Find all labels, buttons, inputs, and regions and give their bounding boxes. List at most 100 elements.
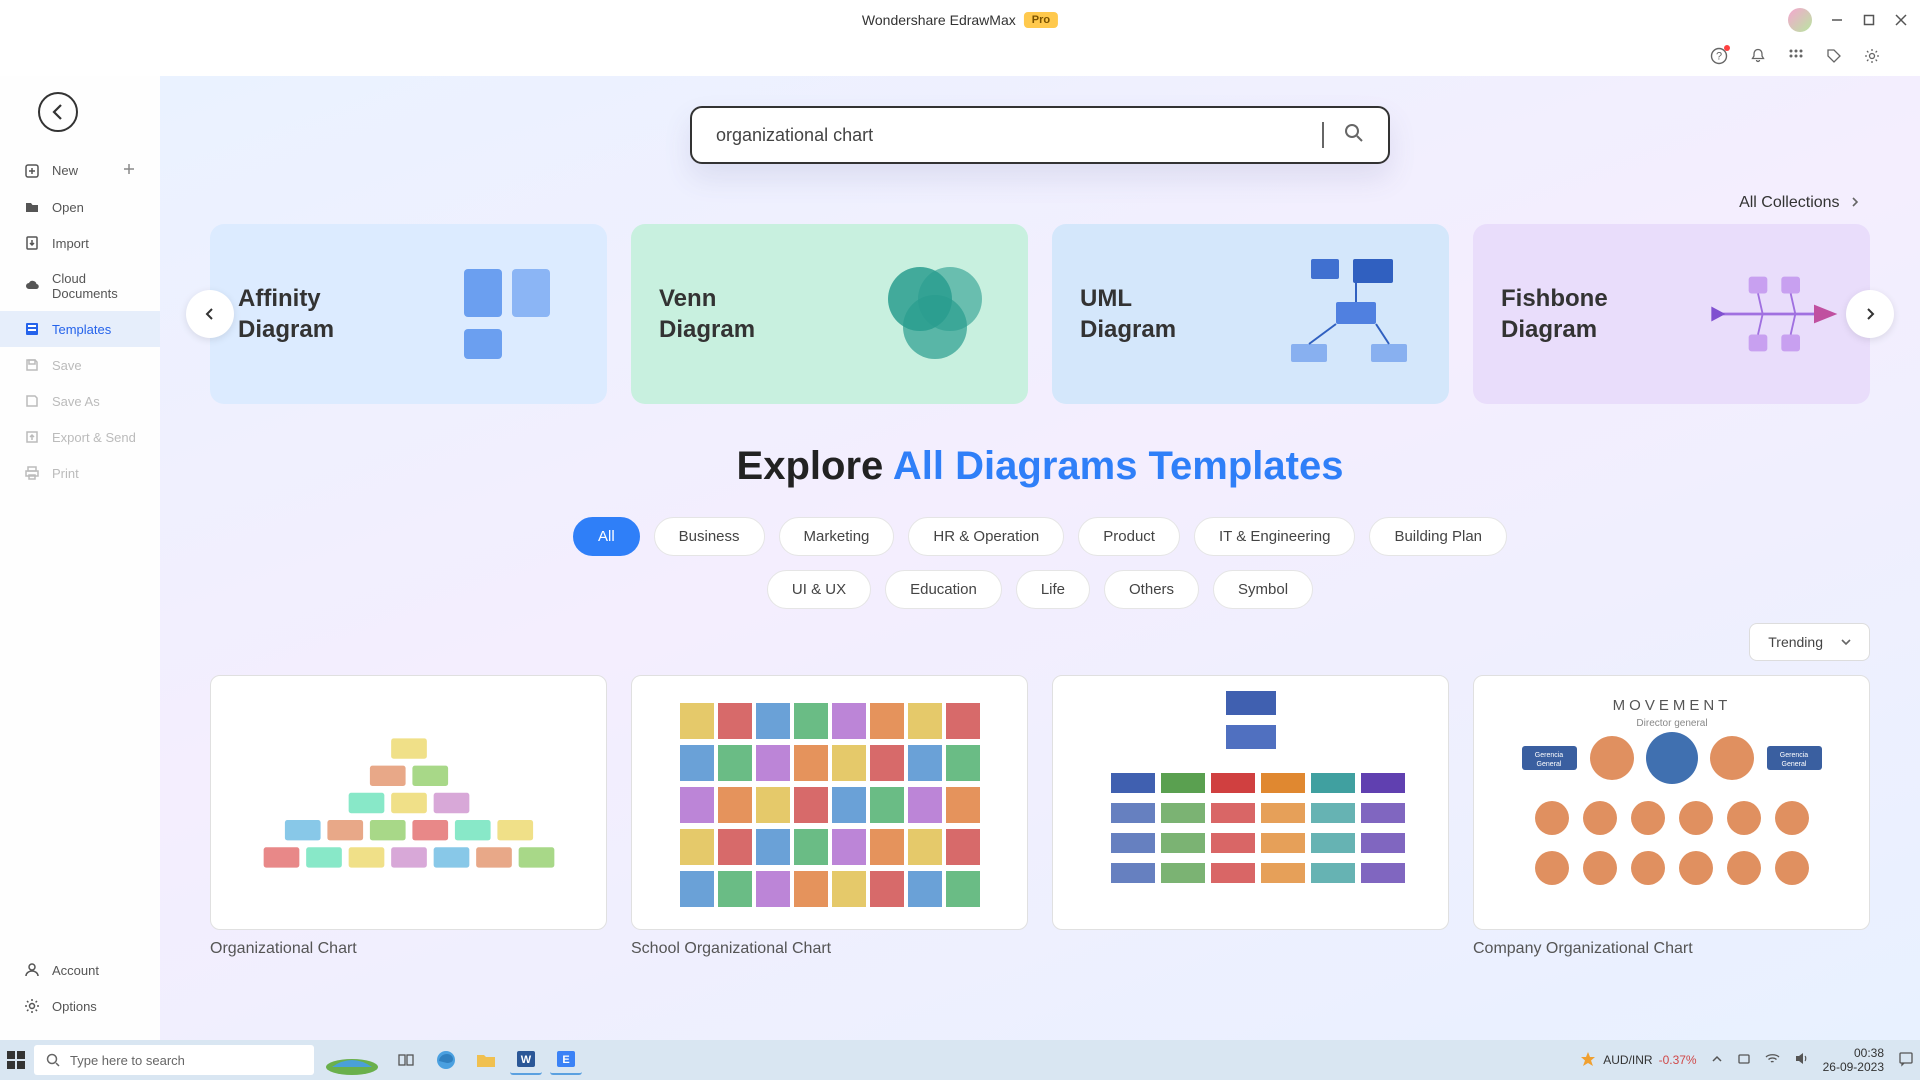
category-card-venn[interactable]: VennDiagram <box>631 224 1028 404</box>
pro-badge: Pro <box>1024 12 1058 28</box>
template-name: School Organizational Chart <box>631 940 1028 958</box>
gear-icon[interactable] <box>1864 48 1880 69</box>
template-card: School Organizational Chart <box>631 675 1028 958</box>
sidebar-item-save-as: Save As <box>0 383 160 419</box>
save-as-icon <box>24 393 40 409</box>
user-icon <box>24 962 40 978</box>
filter-row-2: UI & UX Education Life Others Symbol <box>210 570 1870 609</box>
filter-chip-others[interactable]: Others <box>1104 570 1199 609</box>
sort-select[interactable]: Trending <box>1749 623 1870 661</box>
volume-icon[interactable] <box>1794 1051 1809 1069</box>
filter-chip-ui-ux[interactable]: UI & UX <box>767 570 871 609</box>
main-panel: All Collections AffinityDiagramVennDiagr… <box>160 76 1920 1040</box>
new-plus-icon[interactable] <box>122 162 136 179</box>
templates-icon <box>24 321 40 337</box>
template-thumb[interactable] <box>210 675 607 930</box>
template-card: Organizational Chart <box>210 675 607 958</box>
sidebar-item-new[interactable]: New <box>0 152 160 189</box>
filter-chip-marketing[interactable]: Marketing <box>779 517 895 556</box>
notifications-icon[interactable] <box>1898 1051 1914 1070</box>
stock-widget[interactable]: AUD/INR -0.37% <box>1579 1051 1696 1069</box>
sidebar-item-templates[interactable]: Templates <box>0 311 160 347</box>
minimize-button[interactable] <box>1830 13 1844 27</box>
tray-meet-icon[interactable] <box>1737 1052 1751 1069</box>
explorer-app[interactable] <box>470 1045 502 1075</box>
filter-chip-hr-operation[interactable]: HR & Operation <box>908 517 1064 556</box>
tray-chevron-icon[interactable] <box>1711 1053 1723 1068</box>
carousel-prev-button[interactable] <box>186 290 234 338</box>
close-button[interactable] <box>1894 13 1908 27</box>
folder-icon <box>24 199 40 215</box>
svg-text:E: E <box>562 1054 569 1066</box>
edrawmax-app[interactable]: E <box>550 1045 582 1075</box>
template-thumb[interactable] <box>631 675 1028 930</box>
edge-app[interactable] <box>430 1045 462 1075</box>
svg-text:General: General <box>1781 761 1806 768</box>
search-box[interactable] <box>690 106 1390 164</box>
gear-icon <box>24 998 40 1014</box>
template-name: Organizational Chart <box>210 940 607 958</box>
print-icon <box>24 465 40 481</box>
app-title: Wondershare EdrawMax <box>862 12 1016 28</box>
word-app[interactable]: W <box>510 1045 542 1075</box>
filter-chip-building-plan[interactable]: Building Plan <box>1369 517 1507 556</box>
filter-chip-product[interactable]: Product <box>1078 517 1180 556</box>
filter-chip-education[interactable]: Education <box>885 570 1002 609</box>
sidebar-item-export-&-send: Export & Send <box>0 419 160 455</box>
start-button[interactable] <box>6 1050 26 1070</box>
sidebar-item-cloud-documents[interactable]: Cloud Documents <box>0 261 160 311</box>
taskbar-clock[interactable]: 00:38 26-09-2023 <box>1823 1046 1884 1075</box>
category-card-fishbone[interactable]: FishboneDiagram <box>1473 224 1870 404</box>
back-button[interactable] <box>38 92 78 132</box>
template-grid: Organizational Chart School Organizationa… <box>210 675 1870 958</box>
toolbar-row: ? <box>0 40 1920 76</box>
explore-heading: Explore All Diagrams Templates <box>210 444 1870 489</box>
export-icon <box>24 429 40 445</box>
template-thumb[interactable] <box>1052 675 1449 930</box>
category-card-affinity[interactable]: AffinityDiagram <box>210 224 607 404</box>
help-icon[interactable]: ? <box>1710 47 1728 70</box>
filter-chip-all[interactable]: All <box>573 517 640 556</box>
task-view-button[interactable] <box>390 1045 422 1075</box>
category-card-uml[interactable]: UMLDiagram <box>1052 224 1449 404</box>
carousel-next-button[interactable] <box>1846 290 1894 338</box>
filter-chip-it-engineering[interactable]: IT & Engineering <box>1194 517 1355 556</box>
sidebar-item-print: Print <box>0 455 160 491</box>
svg-text:MOVEMENT: MOVEMENT <box>1612 697 1731 714</box>
sidebar-item-open[interactable]: Open <box>0 189 160 225</box>
text-cursor <box>1322 122 1324 148</box>
venn-graphic <box>860 254 1000 374</box>
grid-icon[interactable] <box>1788 48 1804 69</box>
sidebar-item-options[interactable]: Options <box>0 988 160 1024</box>
template-card <box>1052 675 1449 958</box>
all-collections-link[interactable]: All Collections <box>210 194 1870 212</box>
svg-text:?: ? <box>1716 50 1722 62</box>
save-icon <box>24 357 40 373</box>
template-card: MOVEMENT Director general Gerencia General G… <box>1473 675 1870 958</box>
svg-text:Director general: Director general <box>1636 718 1707 729</box>
title-bar: Wondershare EdrawMax Pro <box>0 0 1920 40</box>
bell-icon[interactable] <box>1750 48 1766 69</box>
plus-square-icon <box>24 163 40 179</box>
filter-chip-life[interactable]: Life <box>1016 570 1090 609</box>
template-thumb[interactable]: MOVEMENT Director general Gerencia General G… <box>1473 675 1870 930</box>
svg-text:General: General <box>1536 761 1561 768</box>
taskbar-search[interactable]: Type here to search <box>34 1045 314 1075</box>
search-input[interactable] <box>716 125 1322 146</box>
tag-icon[interactable] <box>1826 48 1842 69</box>
category-carousel: AffinityDiagramVennDiagramUMLDiagramFish… <box>210 224 1870 404</box>
fishbone-graphic <box>1702 254 1842 374</box>
affinity-graphic <box>439 254 579 374</box>
sidebar: NewOpenImportCloud DocumentsTemplates Sav… <box>0 76 160 1040</box>
sidebar-item-account[interactable]: Account <box>0 952 160 988</box>
search-icon[interactable] <box>1344 123 1364 148</box>
filter-chip-business[interactable]: Business <box>654 517 765 556</box>
wifi-icon[interactable] <box>1765 1051 1780 1069</box>
sidebar-item-import[interactable]: Import <box>0 225 160 261</box>
template-name: Company Organizational Chart <box>1473 940 1870 958</box>
cloud-icon <box>24 278 40 294</box>
maximize-button[interactable] <box>1862 13 1876 27</box>
filter-chip-symbol[interactable]: Symbol <box>1213 570 1313 609</box>
svg-text:Gerencia: Gerencia <box>1534 752 1563 759</box>
avatar[interactable] <box>1788 8 1812 32</box>
